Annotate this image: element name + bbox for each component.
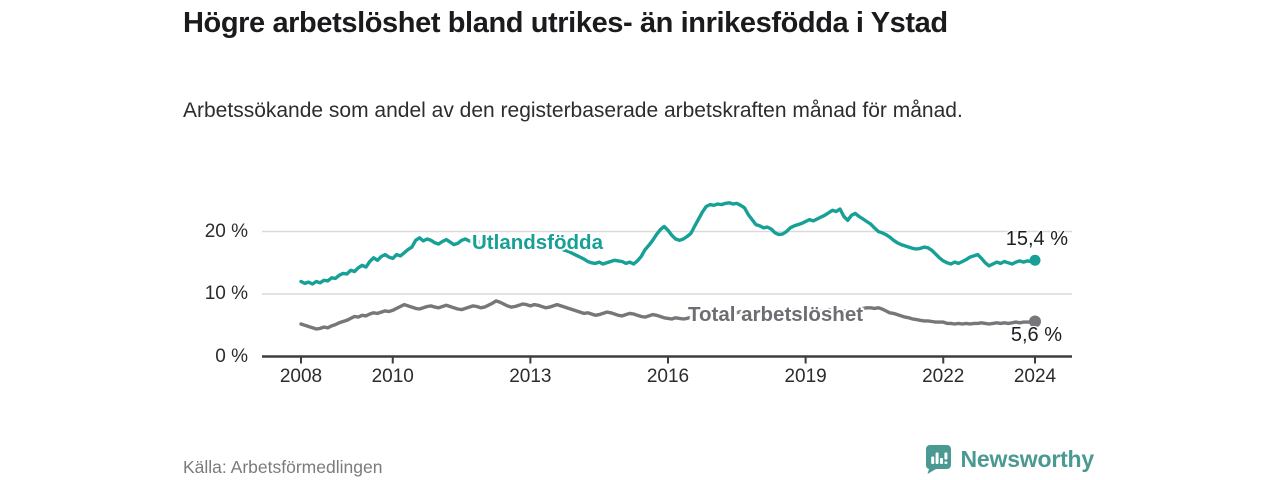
source-note: Källa: Arbetsförmedlingen	[183, 457, 383, 477]
x-axis-tick-2008: 2008	[279, 366, 323, 387]
x-axis-tick-2019: 2019	[784, 366, 827, 387]
end-value-label-utlandsfodda: 15,4 %	[1005, 228, 1068, 250]
brand-name: Newsworthy	[960, 445, 1095, 472]
x-axis-tick-2024: 2024	[1013, 366, 1057, 387]
y-axis-tick-20: 20 %	[204, 220, 248, 242]
y-axis-tick-0: 0 %	[215, 345, 248, 367]
page-title: Högre arbetslöshet bland utrikes- än inr…	[183, 7, 948, 39]
end-value-label-total: 5,6 %	[1010, 324, 1062, 346]
page-subtitle: Arbetssökande som andel av den registerb…	[183, 99, 963, 122]
newsworthy-logo: Newsworthy	[924, 444, 1094, 474]
x-axis-tick-2010: 2010	[371, 366, 414, 387]
y-axis-tick-10: 10 %	[204, 283, 248, 304]
x-axis-tick-2013: 2013	[509, 366, 552, 387]
series-label-utlandsfodda: Utlandsfödda	[472, 231, 603, 254]
x-axis-tick-2016: 2016	[646, 366, 690, 387]
series-label-total-arbetsloshet: Total arbetslöshet	[688, 303, 864, 326]
x-axis-tick-2022: 2022	[922, 366, 965, 387]
bar-chart-badge-icon	[925, 445, 951, 474]
